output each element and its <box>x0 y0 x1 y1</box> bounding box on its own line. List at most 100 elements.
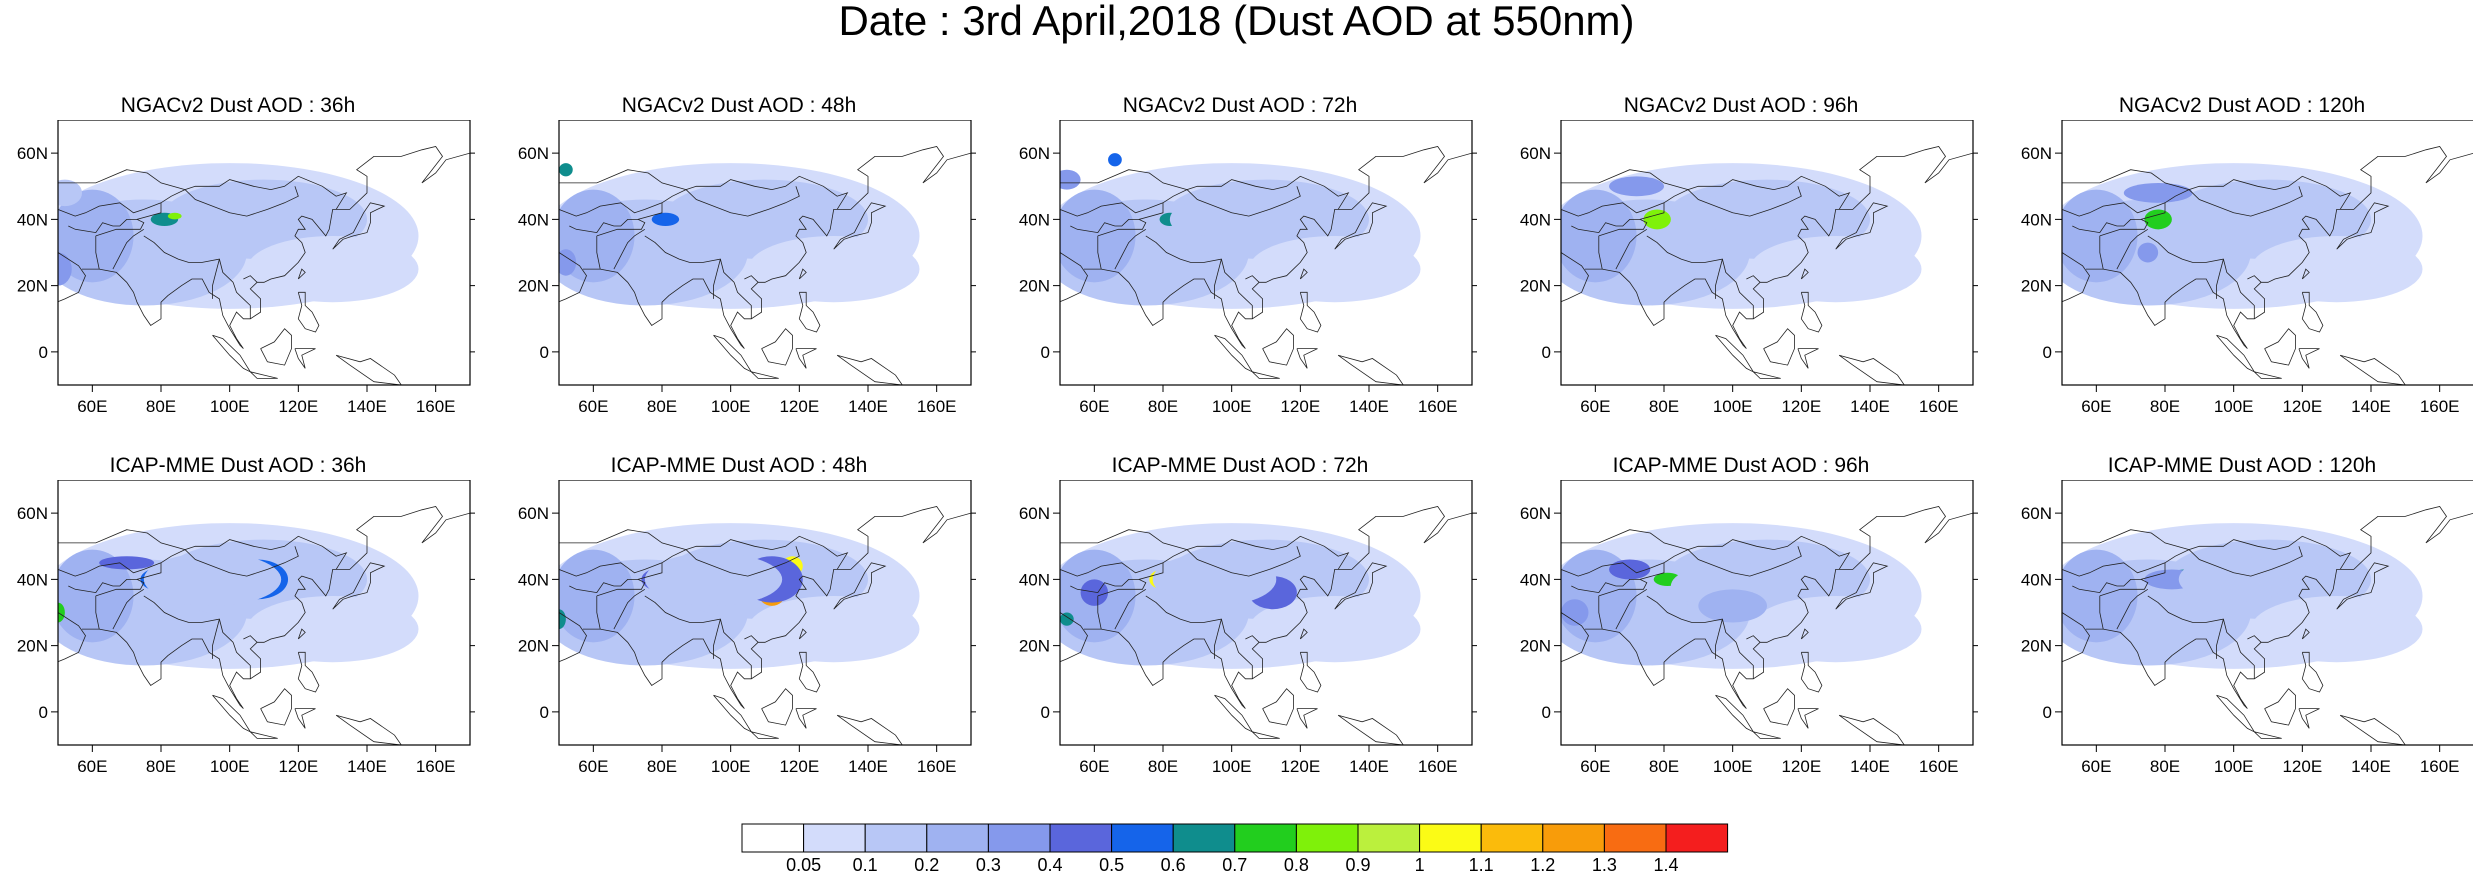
lon-tick-label: 140E <box>1349 397 1389 416</box>
lon-tick-label: 100E <box>1713 397 1753 416</box>
lon-tick-label: 140E <box>347 397 387 416</box>
lon-tick-label: 120E <box>1280 397 1320 416</box>
aod-area <box>1080 579 1109 606</box>
aod-area <box>2178 556 2289 603</box>
colorbar-swatch <box>1419 823 1482 853</box>
aod-area <box>2137 242 2159 263</box>
colorbar-swatch <box>1603 823 1667 853</box>
lon-tick-label: 160E <box>416 397 456 416</box>
lon-tick-label: 80E <box>1148 397 1178 416</box>
map-canvas: 60E 80E 100E 120E 140E 160E 60N 40N 20N 0 <box>1520 120 1978 416</box>
colorbar-swatch <box>1172 823 1236 853</box>
aod-area <box>143 552 282 606</box>
colorbar: 0.05 0.1 0.2 0.3 0.4 0.5 0.6 0.7 0.8 0.9 1 1.1 1.2 1.… <box>740 822 1732 872</box>
lon-tick-label: 120E <box>1781 757 1821 776</box>
lat-tick-label: 60N <box>1019 144 1050 163</box>
colorbar-swatch <box>1111 823 1174 853</box>
map-panel: ICAP-MME Dust AOD : 72h 60E 80E 100E 120E 140… <box>1010 454 1477 814</box>
lon-tick-label: 140E <box>347 757 387 776</box>
lat-tick-label: 60N <box>1520 504 1551 523</box>
lon-tick-label: 80E <box>1649 757 1679 776</box>
lat-tick-label: 60N <box>1520 144 1551 163</box>
lat-tick-label: 60N <box>518 144 549 163</box>
aod-area <box>1681 196 1750 230</box>
lon-tick-label: 100E <box>210 397 250 416</box>
aod-area <box>1561 249 1589 270</box>
colorbar-label: 1.1 <box>1469 855 1494 872</box>
lon-tick-label: 80E <box>1148 757 1178 776</box>
coastlines <box>58 146 470 385</box>
main-title: Date : 3rd April,2018 (Dust AOD at 550nm… <box>838 0 1635 44</box>
lat-tick-label: 0 <box>1542 703 1551 722</box>
lat-tick-label: 60N <box>2021 144 2052 163</box>
aod-area <box>1108 153 1122 167</box>
aod-field <box>1561 120 1973 385</box>
colorbar-swatch <box>926 823 989 853</box>
aod-area <box>2079 595 2114 630</box>
aod-field <box>2062 120 2473 385</box>
map-frame <box>1059 480 1473 746</box>
panel-title: ICAP-MME Dust AOD : 48h <box>610 454 868 477</box>
lon-tick-label: 100E <box>2214 757 2254 776</box>
aod-area <box>2250 595 2423 663</box>
aod-field <box>1060 480 1472 745</box>
lat-tick-label: 0 <box>2043 343 2052 362</box>
panel-title: NGACv2 Dust AOD : 48h <box>621 94 857 117</box>
aod-area <box>559 163 573 177</box>
coastlines <box>559 146 971 385</box>
lat-tick-label: 40N <box>2021 210 2052 229</box>
lon-tick-label: 120E <box>1781 397 1821 416</box>
map-frame <box>558 480 972 746</box>
aod-field <box>1060 120 1472 385</box>
colorbar-swatch <box>864 823 928 853</box>
lon-tick-label: 160E <box>917 757 957 776</box>
coastlines <box>1561 506 1973 745</box>
lon-tick-label: 160E <box>2420 397 2460 416</box>
aod-area <box>58 252 72 286</box>
colorbar-label: 1 <box>1415 855 1425 872</box>
lon-tick-label: 60E <box>2081 397 2111 416</box>
aod-area <box>747 595 920 663</box>
map-canvas: 60E 80E 100E 120E 140E 160E 60N 40N 20N 0 <box>17 120 475 416</box>
aod-area <box>246 235 419 303</box>
map-panel: NGACv2 Dust AOD : 96h 60E 80E 100E 120E 140E 1… <box>1511 94 1978 454</box>
lat-tick-label: 20N <box>1520 277 1551 296</box>
aod-area <box>1670 562 1795 610</box>
aod-area <box>644 552 783 606</box>
lon-tick-label: 80E <box>647 397 677 416</box>
aod-area <box>167 212 182 220</box>
lat-tick-label: 20N <box>518 637 549 656</box>
aod-field <box>1561 480 1973 745</box>
lon-tick-label: 80E <box>146 757 176 776</box>
aod-area <box>1643 209 1671 230</box>
lat-tick-label: 0 <box>2043 703 2052 722</box>
lon-tick-label: 100E <box>1212 757 1252 776</box>
aod-area <box>88 202 110 223</box>
lat-tick-label: 40N <box>2021 570 2052 589</box>
lat-tick-label: 60N <box>2021 504 2052 523</box>
lon-tick-label: 60E <box>77 397 107 416</box>
map-canvas: 60E 80E 100E 120E 140E 160E 60N 40N 20N 0 <box>2021 480 2473 776</box>
colorbar-swatch <box>1542 823 1605 853</box>
coastlines <box>2062 146 2473 385</box>
lat-tick-label: 20N <box>1019 637 1050 656</box>
aod-area <box>58 179 83 207</box>
map-frame <box>2061 120 2473 386</box>
panel-title: NGACv2 Dust AOD : 72h <box>1122 94 1358 117</box>
aod-area <box>2144 209 2172 230</box>
lat-tick-label: 20N <box>17 637 48 656</box>
map-panel: NGACv2 Dust AOD : 72h 60E 80E 100E 120E 140E 1… <box>1010 94 1477 454</box>
panel-title: NGACv2 Dust AOD : 36h <box>120 94 356 117</box>
aod-area <box>2250 235 2423 303</box>
colorbar-swatch <box>741 823 805 853</box>
lat-tick-label: 20N <box>518 277 549 296</box>
colorbar-label: 0.6 <box>1161 855 1186 872</box>
lon-tick-label: 160E <box>1919 397 1959 416</box>
lon-tick-label: 140E <box>2351 397 2391 416</box>
panel-title: ICAP-MME Dust AOD : 72h <box>1111 454 1369 477</box>
lon-tick-label: 140E <box>848 397 888 416</box>
lat-tick-label: 20N <box>1520 637 1551 656</box>
map-canvas: 60E 80E 100E 120E 140E 160E 60N 40N 20N 0 <box>518 120 976 416</box>
lat-tick-label: 20N <box>17 277 48 296</box>
aod-area <box>2123 182 2193 203</box>
